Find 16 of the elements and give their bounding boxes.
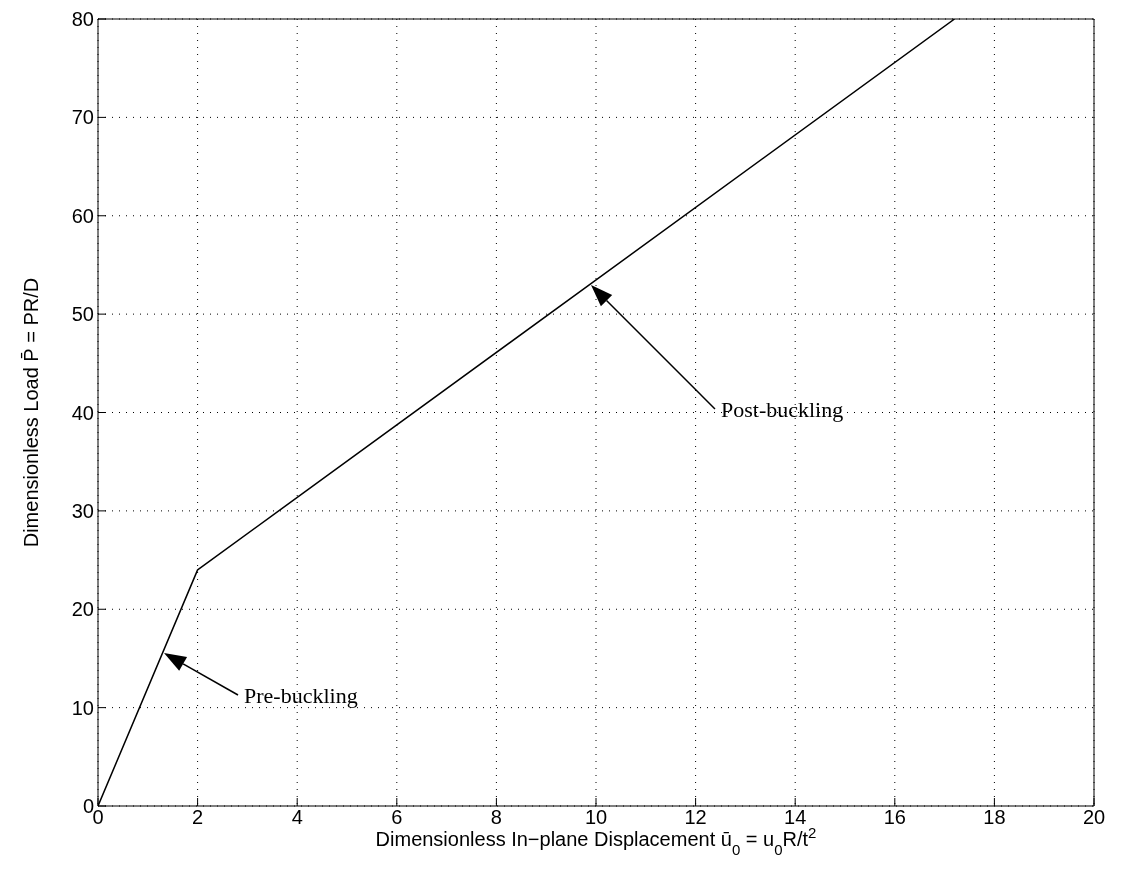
y-tick-label: 70 [71, 106, 94, 129]
y-tick-label: 50 [71, 303, 94, 326]
x-tick-label: 2 [192, 806, 204, 829]
annotation: Post-buckling [721, 397, 844, 422]
y-axis-title: Dimensionless Load P̄ = PR/D [19, 277, 42, 548]
annotation: Pre-buckling [244, 683, 358, 708]
x-tick-label: 4 [291, 806, 303, 829]
x-tick-label: 20 [1082, 806, 1106, 829]
y-tick-label: 40 [71, 401, 94, 424]
y-tick-label: 60 [71, 204, 94, 227]
y-tick-label: 20 [71, 598, 94, 621]
y-tick-label: 80 [71, 8, 94, 31]
y-tick-label: 10 [71, 696, 94, 719]
x-tick-label: 18 [983, 806, 1006, 829]
y-tick-label: 30 [71, 499, 94, 522]
x-tick-label: 16 [883, 806, 906, 829]
